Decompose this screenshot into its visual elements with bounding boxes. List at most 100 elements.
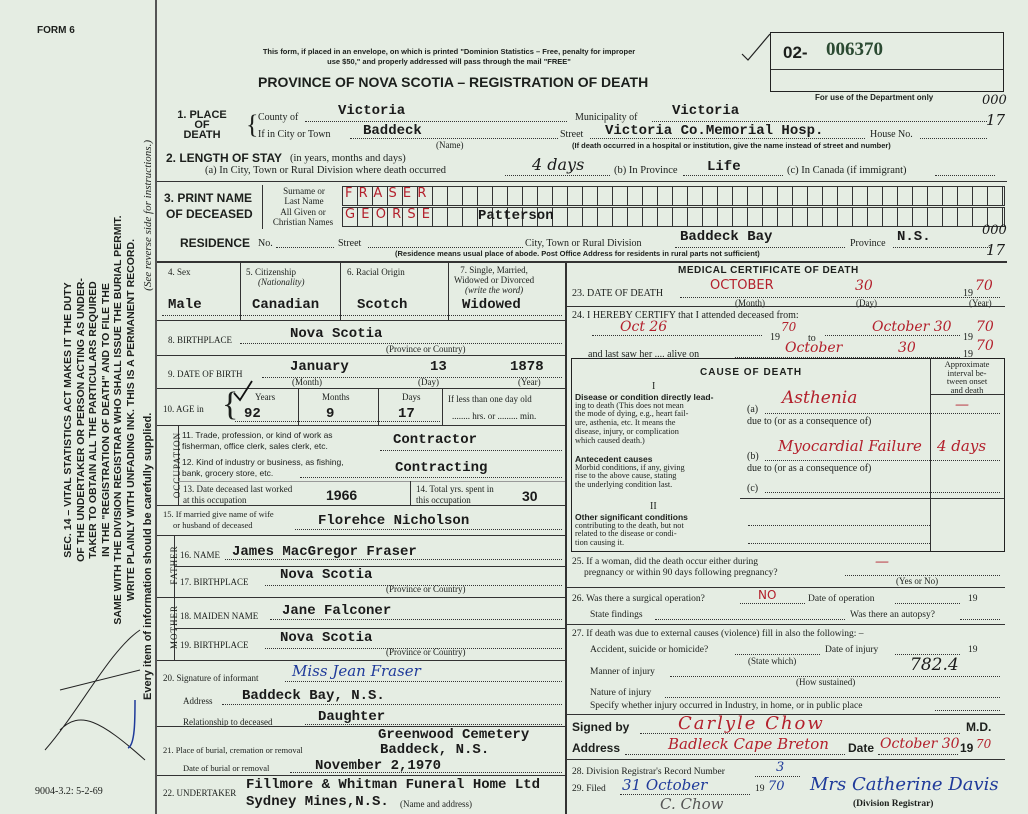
year-note: (Year): [969, 298, 992, 308]
margin-code: 000: [982, 223, 1007, 238]
manner-code: 782.4: [910, 655, 959, 675]
physician-address-label: Address: [572, 741, 621, 755]
informant-address: Baddeck Bay, N.S.: [242, 688, 385, 704]
findings-label: State findings: [590, 610, 643, 620]
stay-province-value: Life: [707, 159, 741, 175]
surname-input-boxes[interactable]: [342, 186, 1005, 206]
undertaker-address: Sydney Mines,N.S.: [246, 794, 389, 810]
cause-a-label: (a): [747, 404, 759, 415]
certify-label: 24. I HEREBY CERTIFY that I attended dec…: [572, 310, 799, 321]
dod-day: 30: [855, 278, 873, 294]
brace: {: [222, 386, 239, 423]
interval-header: Approximate interval be- tween onset and…: [933, 360, 1001, 394]
cause-a-value: Asthenia: [782, 388, 858, 408]
mother-maiden-name-label: 18. MAIDEN NAME: [180, 611, 259, 621]
pregnancy-label: 25. If a woman, did the death occur eith…: [572, 557, 778, 579]
label-line: 12. Kind of industry or business, as fis…: [182, 457, 344, 467]
months-label: Months: [322, 392, 350, 402]
label-line: 1. PLACE: [177, 109, 227, 121]
due-to-label: due to (or as a consequence of): [747, 463, 872, 474]
residence-no-label: No.: [258, 238, 273, 249]
marital-status-value: Widowed: [462, 297, 521, 313]
filed-label: 29. Filed: [572, 784, 606, 794]
injury-date-label: Date of injury: [825, 645, 879, 655]
last-saw-year: 70: [976, 338, 994, 354]
yes-no-note: (Yes or No): [896, 576, 939, 586]
label-line: fisherman, office clerk, sales clerk, et…: [182, 441, 328, 451]
given-names-typed: Patterson: [478, 208, 554, 224]
checkmark-icon: [741, 33, 771, 61]
certificate-year-prefix: 19: [960, 741, 974, 755]
label-line: 14. Total yrs. spent in: [416, 484, 494, 494]
citizenship-label: 5. Citizenship: [246, 267, 296, 277]
due-to-label: due to (or as a consequence of): [747, 416, 872, 427]
other-conditions-explanation: Other significant conditions contributin…: [575, 513, 688, 548]
street-value: Victoria Co.Memorial Hosp.: [605, 123, 824, 139]
label-line: contributing to the death, but not: [575, 520, 684, 530]
cause-of-death-title: CAUSE OF DEATH: [700, 367, 803, 378]
label-line: ing to death (This does not mean: [575, 400, 684, 410]
industry-label: 12. Kind of industry or business, as fis…: [182, 457, 344, 479]
label-line: at this occupation: [183, 495, 247, 505]
registration-number: 006370: [826, 39, 883, 60]
to-label: to: [808, 333, 816, 344]
cause-of-death-box: [571, 358, 1005, 552]
form-number: FORM 6: [37, 25, 75, 36]
spouse-name: Florehce Nicholson: [318, 513, 470, 529]
label-line: and death: [950, 384, 984, 395]
burial-date: November 2,1970: [315, 758, 442, 774]
from-year-prefix: 19: [770, 332, 780, 343]
margin-code: 17: [986, 111, 1006, 129]
injury-place-label: Specify whether injury occurred in Indus…: [590, 701, 863, 711]
burial-place-town: Baddeck, N.S.: [380, 742, 490, 758]
father-birthplace-note: (Province or Country): [386, 584, 466, 594]
citizenship-note: (Nationality): [258, 277, 305, 287]
mail-notice-line: use $50," and properly addressed will pa…: [327, 57, 571, 66]
cause-b-interval: 4 days: [937, 437, 987, 455]
attended-to-date: October 30: [872, 319, 952, 335]
direct-cause-explanation: Disease or condition directly lead- ing …: [575, 393, 713, 445]
last-saw-label: and last saw her .... alive on: [588, 349, 700, 360]
margin-scribble: [44, 629, 146, 761]
label-line: (write the word): [464, 285, 524, 295]
stay-canada-label: (c) In Canada (if immigrant): [787, 165, 907, 176]
dob-day: 13: [430, 359, 447, 375]
month-note: (Month): [292, 377, 322, 387]
label-line: ure, asthenia, etc. It means the: [575, 418, 676, 428]
label-line: Widowed or Divorced: [454, 275, 535, 285]
accident-label: Accident, suicide or homicide?: [590, 645, 709, 655]
municipality-value: Victoria: [672, 103, 740, 119]
label-line: Antecedent causes: [575, 454, 653, 464]
label-line: 3. PRINT NAME: [164, 191, 253, 205]
birthplace-value: Nova Scotia: [290, 326, 383, 342]
label-line: tween onset: [946, 376, 988, 386]
trade-label: 11. Trade, profession, or kind of work a…: [182, 430, 333, 452]
sex-value: Male: [168, 297, 202, 313]
surname-label: Surname or Last Name: [283, 186, 325, 206]
attended-from-date: Oct 26: [620, 319, 668, 335]
dob-month: January: [290, 359, 349, 375]
spouse-label: 15. If married give name of wife or husb…: [163, 509, 274, 531]
given-names-input-boxes[interactable]: [342, 207, 1005, 227]
city-label: If in City or Town: [258, 129, 331, 140]
label-line: tion causing it.: [575, 538, 625, 548]
certificate-date-label: Date: [848, 741, 875, 755]
residence-city-label: City, Town or Rural Division: [525, 238, 642, 249]
dob-year: 1878: [510, 359, 544, 375]
surname-value: FRASER: [345, 186, 433, 201]
brace: {: [246, 110, 259, 139]
dod-month: OCTOBER: [710, 278, 774, 293]
registrar-signature: Mrs Catherine Davis: [810, 774, 999, 795]
days-label: Days: [402, 392, 421, 402]
filed-date: 31 October: [622, 776, 708, 794]
name-note: (Name): [436, 140, 464, 150]
print-code: 9004-3.2: 5-2-69: [35, 786, 103, 797]
dod-year-prefix: 19: [963, 288, 973, 299]
date-of-birth-label: 9. DATE OF BIRTH: [168, 369, 243, 379]
less-than-day-label: If less than one day old: [448, 394, 532, 404]
relationship-label: Relationship to deceased: [183, 717, 273, 727]
undertaker-label: 22. UNDERTAKER: [163, 788, 237, 798]
mail-notice-line: This form, if placed in an envelope, on …: [262, 47, 636, 56]
residence-label: RESIDENCE: [180, 236, 251, 250]
certificate-year: 70: [976, 737, 992, 751]
